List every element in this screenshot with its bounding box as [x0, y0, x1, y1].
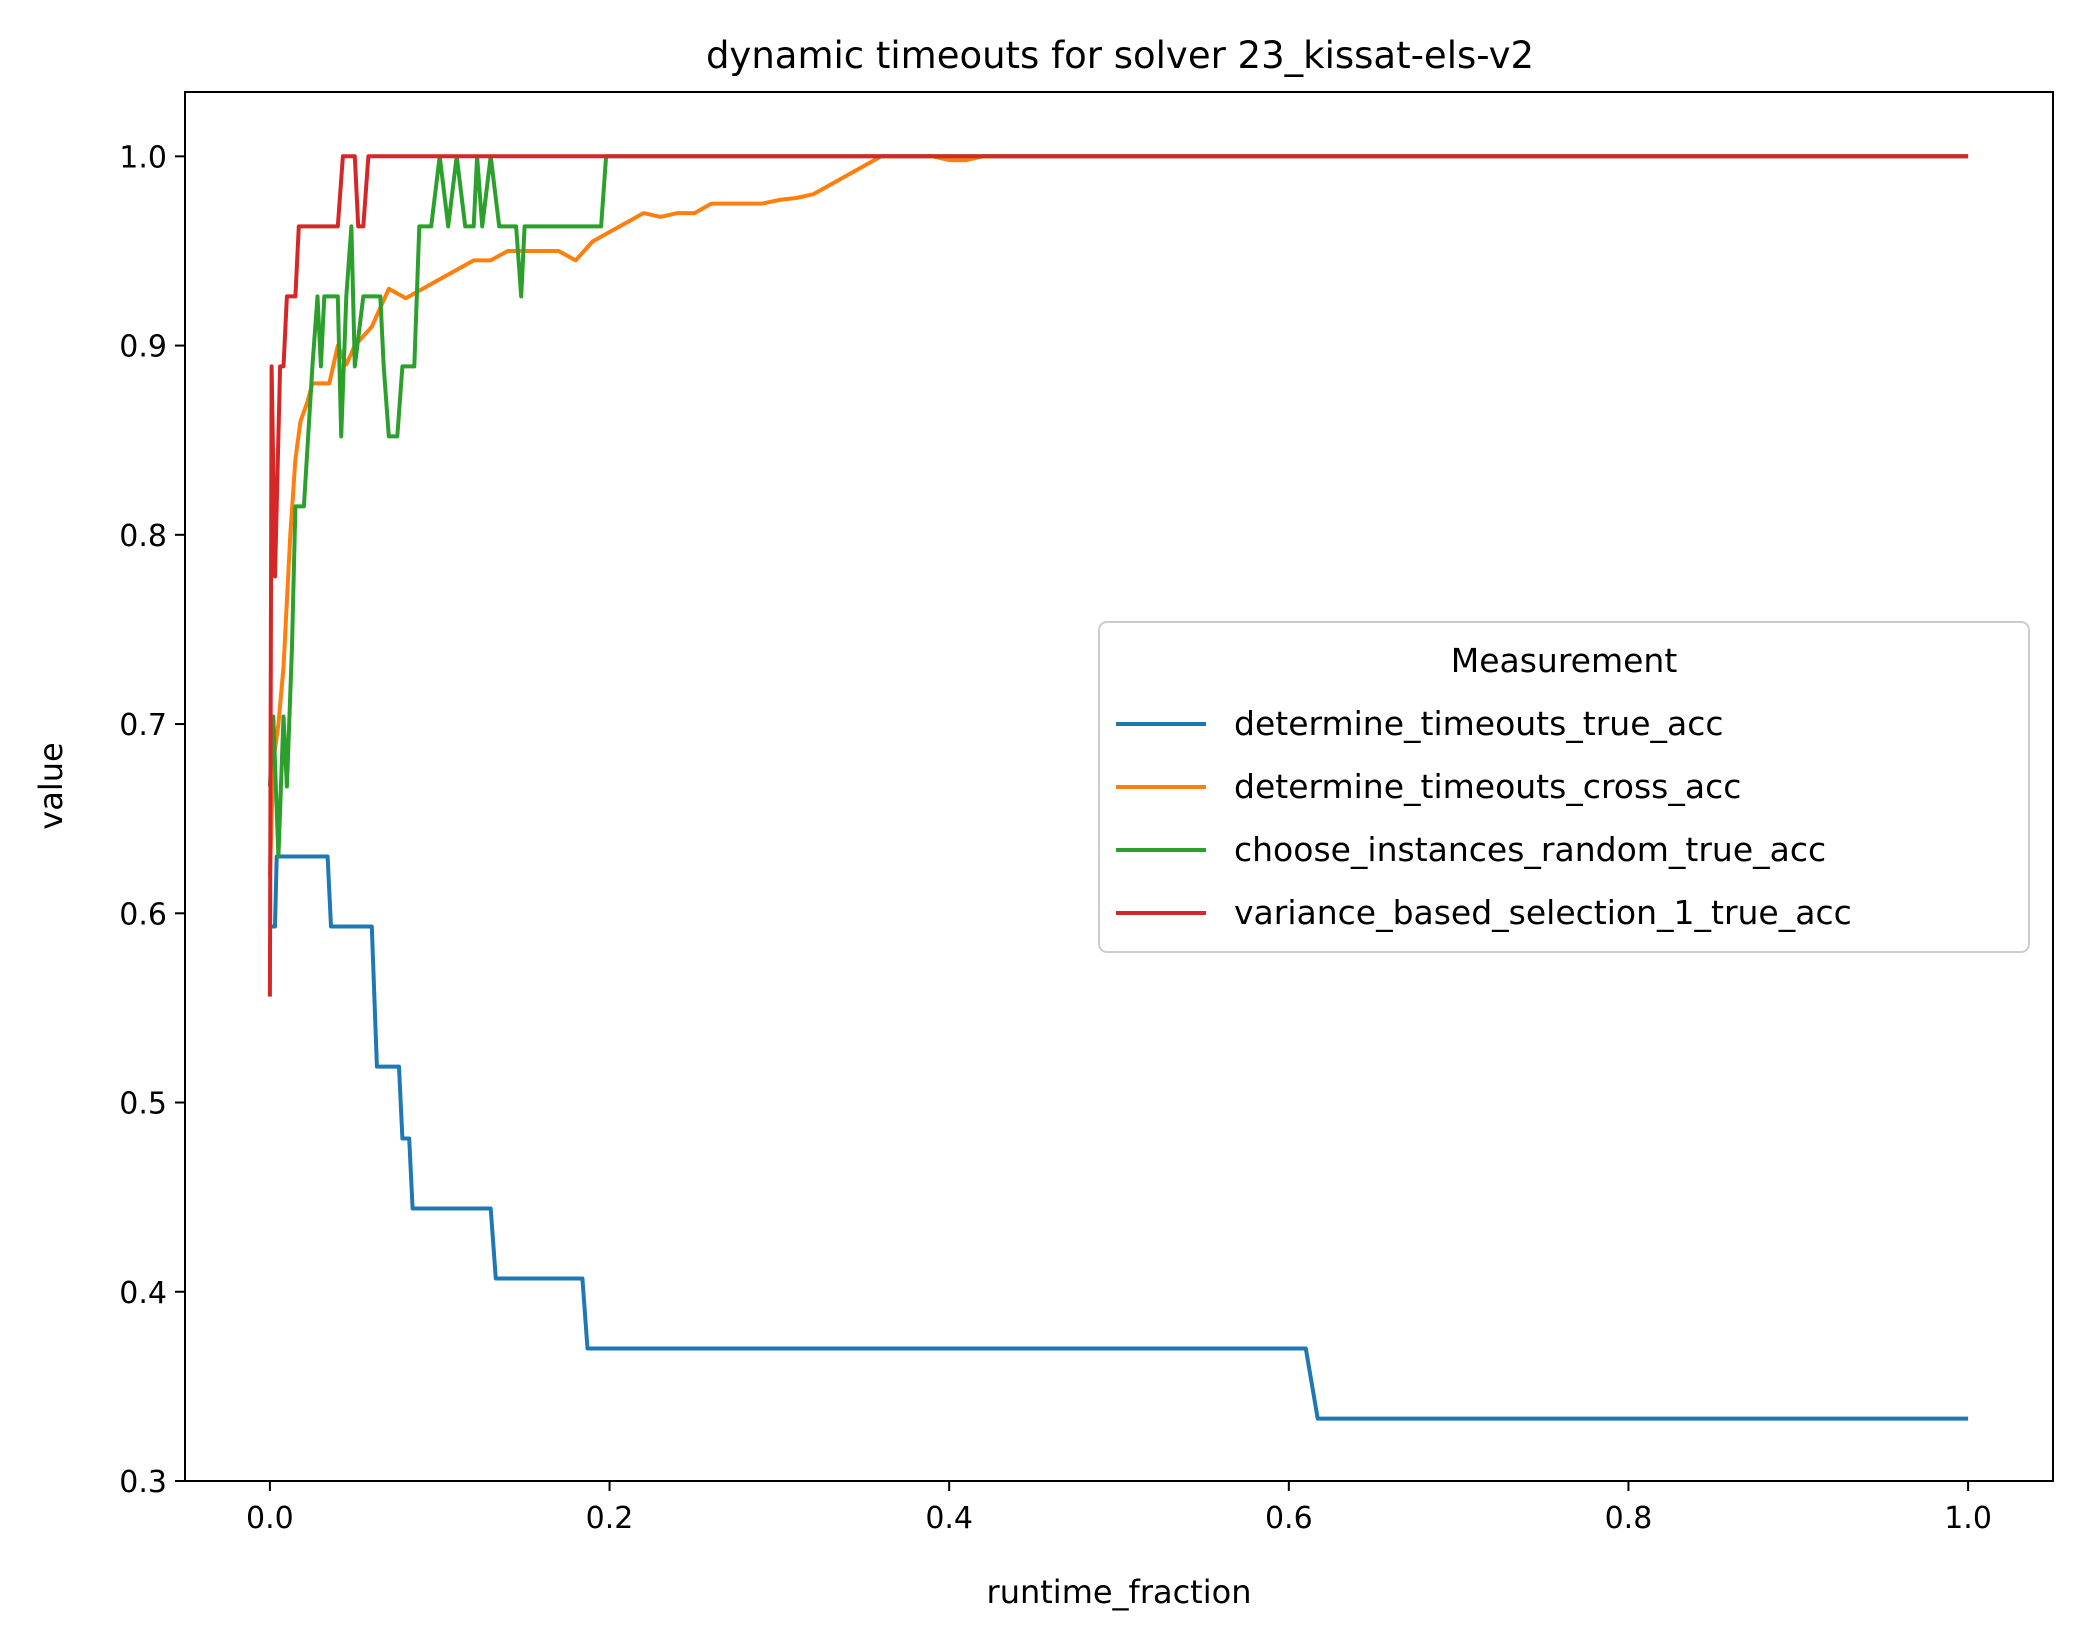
y-tick-label: 0.6 — [119, 897, 167, 932]
y-tick-label: 0.8 — [119, 519, 167, 554]
y-tick-label: 0.5 — [119, 1087, 167, 1122]
legend-label-3: choose_instances_random_true_acc — [1234, 830, 1826, 869]
y-tick-label: 0.9 — [119, 330, 167, 365]
x-ticks: 0.0 0.2 0.4 0.6 0.8 1.0 — [246, 1481, 1992, 1536]
legend-label-1: determine_timeouts_true_acc — [1234, 704, 1724, 743]
x-tick-label: 0.4 — [925, 1501, 973, 1536]
y-tick-label: 0.7 — [119, 708, 167, 743]
legend: Measurement determine_timeouts_true_accd… — [1098, 621, 2030, 953]
y-tick-label: 0.3 — [119, 1465, 167, 1500]
legend-label-2: determine_timeouts_cross_acc — [1234, 767, 1741, 806]
series-line-4 — [267, 154, 1969, 997]
legend-label-4: variance_based_selection_1_true_acc — [1234, 893, 1852, 932]
series-line-3 — [267, 154, 1969, 859]
x-tick-label: 0.8 — [1605, 1501, 1653, 1536]
y-axis-label: value — [32, 742, 70, 829]
x-axis-label: runtime_fraction — [987, 1573, 1252, 1611]
y-tick-label: 0.4 — [119, 1276, 167, 1311]
x-tick-label: 0.6 — [1265, 1501, 1313, 1536]
series-line-2 — [267, 154, 1969, 876]
chart-title: dynamic timeouts for solver 23_kissat-el… — [706, 34, 1534, 77]
y-ticks: 0.3 0.4 0.5 0.6 0.7 0.8 0.9 1.0 — [119, 140, 185, 1500]
series-line-1 — [269, 854, 1969, 1421]
y-tick-label: 1.0 — [119, 140, 167, 175]
plot-area-frame — [184, 91, 2054, 1482]
legend-box — [1098, 621, 2030, 953]
x-tick-label: 0.2 — [586, 1501, 634, 1536]
legend-entries: determine_timeouts_true_acc determine_tim… — [1116, 704, 1852, 932]
series-layer — [267, 154, 1969, 1421]
x-tick-label: 1.0 — [1944, 1501, 1992, 1536]
legend-title: Measurement — [1451, 641, 1678, 680]
x-tick-label: 0.0 — [246, 1501, 294, 1536]
